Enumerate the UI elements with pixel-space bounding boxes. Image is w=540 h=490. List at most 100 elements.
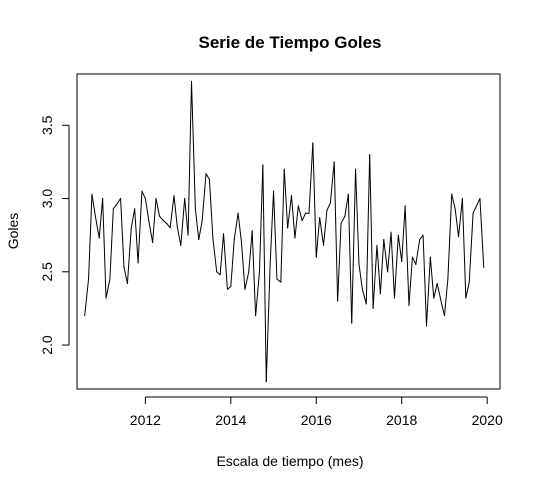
y-tick-label: 3.0 xyxy=(39,189,55,209)
line-segment xyxy=(280,168,285,283)
line-segment xyxy=(94,215,100,239)
line-segment xyxy=(443,278,449,317)
line-segment xyxy=(180,198,186,246)
line-segment xyxy=(465,281,470,299)
line-segment xyxy=(347,193,353,324)
line-segment xyxy=(365,154,371,305)
line-segment xyxy=(102,198,107,299)
line-segment xyxy=(226,285,232,290)
line-segment xyxy=(319,217,325,246)
line-segment xyxy=(237,212,242,243)
line-segment xyxy=(287,195,292,229)
line-segment xyxy=(329,161,335,204)
line-segment xyxy=(126,227,132,285)
line-segment xyxy=(184,198,189,236)
line-segment xyxy=(397,234,403,263)
line-segment xyxy=(308,142,314,214)
line-segment xyxy=(358,263,363,290)
y-axis-label: Goles xyxy=(5,213,21,250)
line-segment xyxy=(198,220,203,241)
x-axis-label: Escala de tiempo (mes) xyxy=(216,453,363,469)
line-segment xyxy=(372,244,378,309)
line-segment xyxy=(297,205,303,222)
line-segment xyxy=(201,173,207,222)
line-segment xyxy=(461,198,467,299)
line-segment xyxy=(323,209,328,246)
line-segment xyxy=(315,217,321,258)
line-segment xyxy=(269,190,275,265)
line-segment xyxy=(134,208,139,264)
line-segment xyxy=(404,205,410,306)
y-tick-label: 3.5 xyxy=(39,115,55,135)
line-segment xyxy=(248,230,253,273)
line-segment xyxy=(166,222,171,229)
line-segment xyxy=(216,271,221,276)
line-segment xyxy=(105,278,111,299)
line-segment xyxy=(258,164,264,273)
line-segment xyxy=(312,142,317,258)
line-segment xyxy=(191,80,196,210)
line-segment xyxy=(91,193,96,217)
line-segment xyxy=(276,278,282,283)
line-segment xyxy=(148,220,154,243)
line-segment xyxy=(176,227,182,246)
y-axis: 2.0 2.5 3.0 3.5 xyxy=(39,115,70,355)
x-tick-label: 2020 xyxy=(472,412,503,428)
chart-title: Serie de Tiempo Goles xyxy=(199,33,382,52)
plot-frame xyxy=(76,73,501,390)
line-segment xyxy=(255,271,260,317)
line-segment xyxy=(476,198,481,207)
line-segment xyxy=(290,195,296,239)
line-segment xyxy=(479,198,485,268)
line-segment xyxy=(144,198,150,222)
line-segment xyxy=(208,178,214,239)
line-segment xyxy=(241,241,246,290)
line-segment xyxy=(433,283,438,299)
line-segment xyxy=(369,154,374,309)
line-segment xyxy=(447,193,453,280)
line-segment xyxy=(451,193,456,210)
line-segment xyxy=(383,239,389,273)
line-segment xyxy=(194,208,200,241)
line-segment xyxy=(244,271,250,290)
line-segment xyxy=(84,278,90,317)
y-tick-label: 2.0 xyxy=(39,335,55,355)
series-layer xyxy=(84,80,485,383)
line-segment xyxy=(230,239,235,287)
line-segment xyxy=(294,205,299,239)
x-tick-label: 2012 xyxy=(130,412,161,428)
line-segment xyxy=(219,233,225,276)
line-segment xyxy=(387,231,392,273)
x-tick-label: 2016 xyxy=(301,412,332,428)
line-segment xyxy=(379,239,385,295)
line-segment xyxy=(155,198,160,217)
line-segment xyxy=(411,256,417,265)
line-segment xyxy=(337,222,342,302)
line-segment xyxy=(333,161,339,302)
line-segment xyxy=(301,212,307,222)
line-segment xyxy=(401,205,406,263)
line-segment xyxy=(187,80,193,236)
line-segment xyxy=(283,168,289,229)
x-axis: 2012 2014 2016 2018 2020 xyxy=(130,396,503,428)
line-segment xyxy=(137,190,143,264)
x-tick-label: 2014 xyxy=(215,412,246,428)
line-segment xyxy=(109,208,114,280)
line-segment xyxy=(116,198,122,205)
line-segment xyxy=(123,266,128,285)
line-segment xyxy=(344,193,349,217)
line-segment xyxy=(265,263,271,383)
line-segment xyxy=(436,283,442,302)
line-segment xyxy=(158,215,164,222)
y-tick-label: 2.5 xyxy=(39,262,55,282)
line-segment xyxy=(419,234,424,241)
line-segment xyxy=(454,208,460,238)
line-segment xyxy=(390,231,395,299)
line-segment xyxy=(120,198,125,268)
line-segment xyxy=(468,212,474,283)
line-segment xyxy=(223,233,228,290)
line-segment xyxy=(262,164,267,383)
line-segment xyxy=(141,190,146,200)
line-segment xyxy=(472,205,477,214)
